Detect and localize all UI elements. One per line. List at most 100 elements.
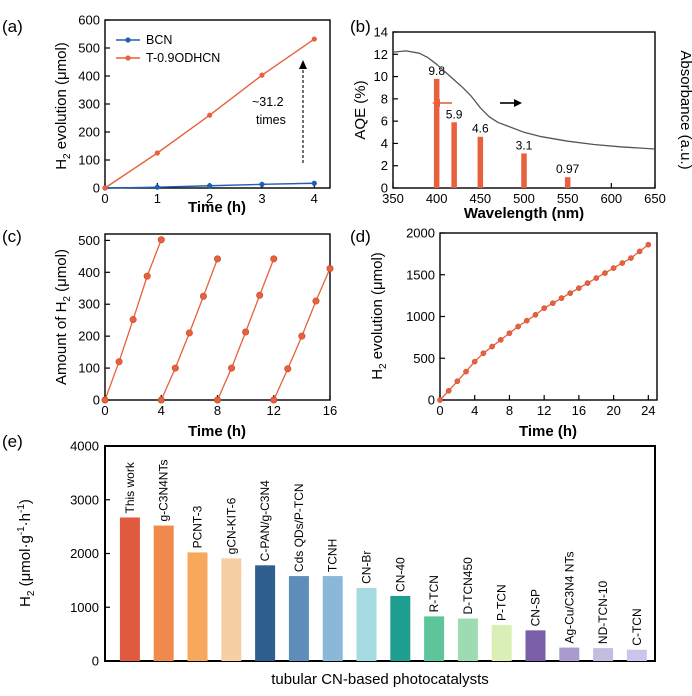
cycle-point <box>298 332 306 340</box>
cycle-point <box>199 292 207 300</box>
bar-category-label: D-TCN450 <box>461 557 475 615</box>
panel-c-xtick-label: 16 <box>323 403 337 418</box>
stability-point <box>480 350 487 357</box>
stability-point <box>454 378 461 385</box>
stability-point <box>610 265 617 271</box>
bar-g-c3n4nts <box>153 525 174 661</box>
stability-point <box>471 358 478 365</box>
panel-a-legend: BCN T-0.9ODHCN <box>116 33 220 65</box>
panel-a-ytick-label: 600 <box>78 13 100 28</box>
bar-this-work <box>119 517 140 661</box>
bar-category-label: ND-TCN-10 <box>596 580 610 644</box>
stability-line <box>439 244 649 401</box>
panel-b-xlabel: Wavelength (nm) <box>464 205 584 222</box>
panel-b-ytick-label: 14 <box>374 25 388 40</box>
panel-e-ytick-label: 1000 <box>70 600 99 615</box>
panel-d-ytick-label: 500 <box>413 351 435 366</box>
cycle-point <box>171 364 179 372</box>
panel-c: (c) 0 4 8 12 16 0 100 200 300 400 500 Time (h) Amo… <box>2 227 337 440</box>
stability-point <box>593 275 600 281</box>
point-todhcn <box>102 185 108 191</box>
stability-point <box>602 270 608 276</box>
bar-category-label: R-TCN <box>427 575 441 612</box>
panel-c-label: (c) <box>2 227 22 246</box>
panel-c-xtick-label: 12 <box>267 403 281 418</box>
aqe-bar <box>477 136 484 188</box>
legend-marker-todhcn <box>125 55 131 61</box>
aqe-bar <box>521 153 527 188</box>
point-todhcn <box>311 36 317 42</box>
panel-c-xtick-label: 0 <box>101 403 108 418</box>
panel-b-ytick-label: 0 <box>381 181 388 196</box>
point-todhcn <box>259 72 265 78</box>
bar-category-label: Cds QDs/P-TCN <box>292 483 306 572</box>
panel-a-label: (a) <box>2 17 23 36</box>
panel-d-ytick-label: 2000 <box>406 226 435 241</box>
panel-b-xtick-label: 350 <box>382 191 404 206</box>
bar-category-label: C-TCN <box>630 608 644 645</box>
panel-b-ytick-label: 10 <box>374 69 388 84</box>
panel-a-ylabel: H2 evolution (μmol) <box>53 42 73 170</box>
cycle-line-2 <box>160 258 219 401</box>
fold-annotation-2: times <box>256 113 286 127</box>
aqe-bar <box>451 122 457 188</box>
stability-point <box>549 300 556 306</box>
bar-category-label: CN-40 <box>393 557 407 592</box>
legend-marker-bcn <box>125 37 131 43</box>
panel-b-xtick-label: 500 <box>513 191 535 206</box>
cycle-point <box>157 236 165 244</box>
cycle-point <box>242 328 250 336</box>
cycle-point <box>101 396 109 404</box>
aqe-bar <box>564 177 571 188</box>
panel-e-label: (e) <box>2 432 23 451</box>
stability-point <box>567 290 574 296</box>
panel-b-xtick-label: 550 <box>557 191 579 206</box>
panel-c-ytick-label: 300 <box>78 297 100 312</box>
panel-e: (e) 0 1000 2000 3000 4000 This work g-C3N4NTs… <box>2 432 656 688</box>
panel-b-xtick-label: 400 <box>426 191 448 206</box>
aqe-bar <box>433 78 440 188</box>
cycle-point <box>115 358 123 366</box>
panel-d-ylabel: H2 evolution (μmol) <box>369 252 389 380</box>
panel-b-ytick-label: 12 <box>374 47 388 62</box>
panel-a: (a) 0 1 2 3 4 0 100 200 300 400 500 600 BCN T-0.9OD… <box>2 13 331 216</box>
point-bcn <box>259 181 265 187</box>
panel-d-xtick-label: 8 <box>506 403 513 418</box>
panel-a-frame <box>104 19 331 189</box>
stability-point <box>497 337 504 343</box>
panel-a-xtick-label: 3 <box>258 191 265 206</box>
panel-d-xtick-label: 0 <box>436 403 443 418</box>
bar-category-label: gCN-KIT-6 <box>224 497 238 554</box>
stability-point <box>489 343 495 350</box>
cycle-point <box>143 272 151 280</box>
panel-b-ytick-label: 6 <box>381 114 388 129</box>
point-bcn <box>207 183 213 189</box>
stability-point <box>523 317 530 324</box>
panel-d-label: (d) <box>350 227 371 246</box>
cycle-point <box>270 255 278 263</box>
panel-d-ytick-label: 1500 <box>406 267 435 282</box>
absorbance-arrow-head <box>514 99 522 107</box>
bar-c-tcn <box>626 649 647 661</box>
stability-point <box>636 248 643 255</box>
panel-a-ytick-label: 0 <box>93 181 100 196</box>
panel-d-ytick-label: 1000 <box>406 309 435 324</box>
bar-category-label: PCNT-3 <box>191 505 205 548</box>
stability-point <box>532 311 539 318</box>
bar-cn-40 <box>390 595 411 661</box>
aqe-bar-label: 9.8 <box>428 64 445 78</box>
point-todhcn <box>154 150 160 156</box>
aqe-arrow-head <box>432 99 440 107</box>
stability-point <box>584 280 591 286</box>
panel-d: (d) 0 4 8 12 16 20 24 0 500 1000 1500 2000 Time (h)… <box>350 226 658 440</box>
legend-label-bcn: BCN <box>146 33 172 47</box>
cycle-point <box>185 329 193 337</box>
panel-b: (b) 350 400 450 500 550 600 650 0 2 4 6 8 10 12 14 9.8… <box>350 17 692 222</box>
panel-a-ytick-label: 300 <box>78 97 100 112</box>
panel-a-xtick-label: 2 <box>206 191 213 206</box>
stability-point <box>445 387 452 394</box>
stability-point <box>645 241 652 248</box>
stability-point <box>506 330 513 337</box>
bar-p-tcn <box>491 624 512 661</box>
